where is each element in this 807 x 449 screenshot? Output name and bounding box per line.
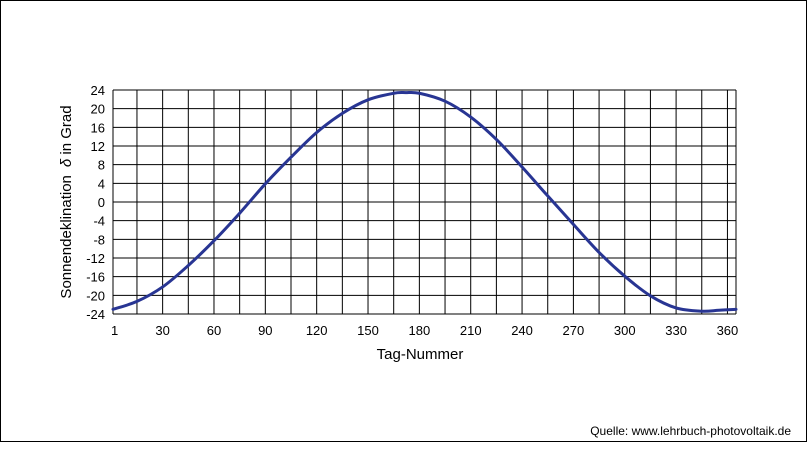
y-tick-label: 4 bbox=[98, 176, 105, 191]
y-tick-label: -8 bbox=[93, 232, 105, 247]
x-tick-label: 210 bbox=[460, 323, 482, 338]
source-caption: Quelle: www.lehrbuch-photovoltaik.de bbox=[590, 424, 791, 438]
y-tick-label: 12 bbox=[91, 139, 105, 154]
y-tick-labels: 24 20 16 12 8 4 0 -4 -8 -12 -16 -20 -24 bbox=[86, 83, 105, 322]
y-tick-label: -4 bbox=[93, 214, 105, 229]
x-tick-labels: 1 30 60 90 120 150 180 210 240 270 300 330 360 bbox=[111, 323, 738, 338]
x-axis-label: Tag-Nummer bbox=[377, 346, 464, 363]
grid bbox=[112, 89, 737, 315]
x-tick-label: 60 bbox=[207, 323, 221, 338]
y-axis-label: Sonnendeklination δ in Grad bbox=[58, 105, 75, 298]
series-line-declination bbox=[111, 90, 738, 313]
x-tick-label: 360 bbox=[717, 323, 739, 338]
x-tick-label: 150 bbox=[357, 323, 379, 338]
x-tick-label: 90 bbox=[258, 323, 272, 338]
x-tick-label: 240 bbox=[511, 323, 533, 338]
x-tick-label: 180 bbox=[409, 323, 431, 338]
plot-area bbox=[111, 90, 738, 313]
y-axis-label-suffix: in Grad bbox=[58, 105, 75, 158]
x-tick-label: 120 bbox=[306, 323, 328, 338]
y-tick-label: -16 bbox=[86, 270, 105, 285]
y-tick-label: -24 bbox=[86, 307, 105, 322]
x-tick-label: 330 bbox=[665, 323, 687, 338]
y-tick-label: 20 bbox=[91, 102, 105, 117]
y-axis-label-prefix: Sonnendeklination bbox=[58, 175, 75, 298]
y-tick-label: 16 bbox=[91, 120, 105, 135]
y-tick-label: -12 bbox=[86, 251, 105, 266]
x-tick-label: 1 bbox=[111, 323, 118, 338]
y-tick-label: 0 bbox=[98, 195, 105, 210]
y-tick-label: -20 bbox=[86, 288, 105, 303]
x-tick-label: 30 bbox=[155, 323, 169, 338]
y-axis-label-symbol: δ bbox=[58, 158, 75, 167]
y-tick-label: 24 bbox=[91, 83, 105, 98]
x-tick-label: 300 bbox=[614, 323, 636, 338]
y-tick-label: 8 bbox=[98, 158, 105, 173]
x-tick-label: 270 bbox=[563, 323, 585, 338]
